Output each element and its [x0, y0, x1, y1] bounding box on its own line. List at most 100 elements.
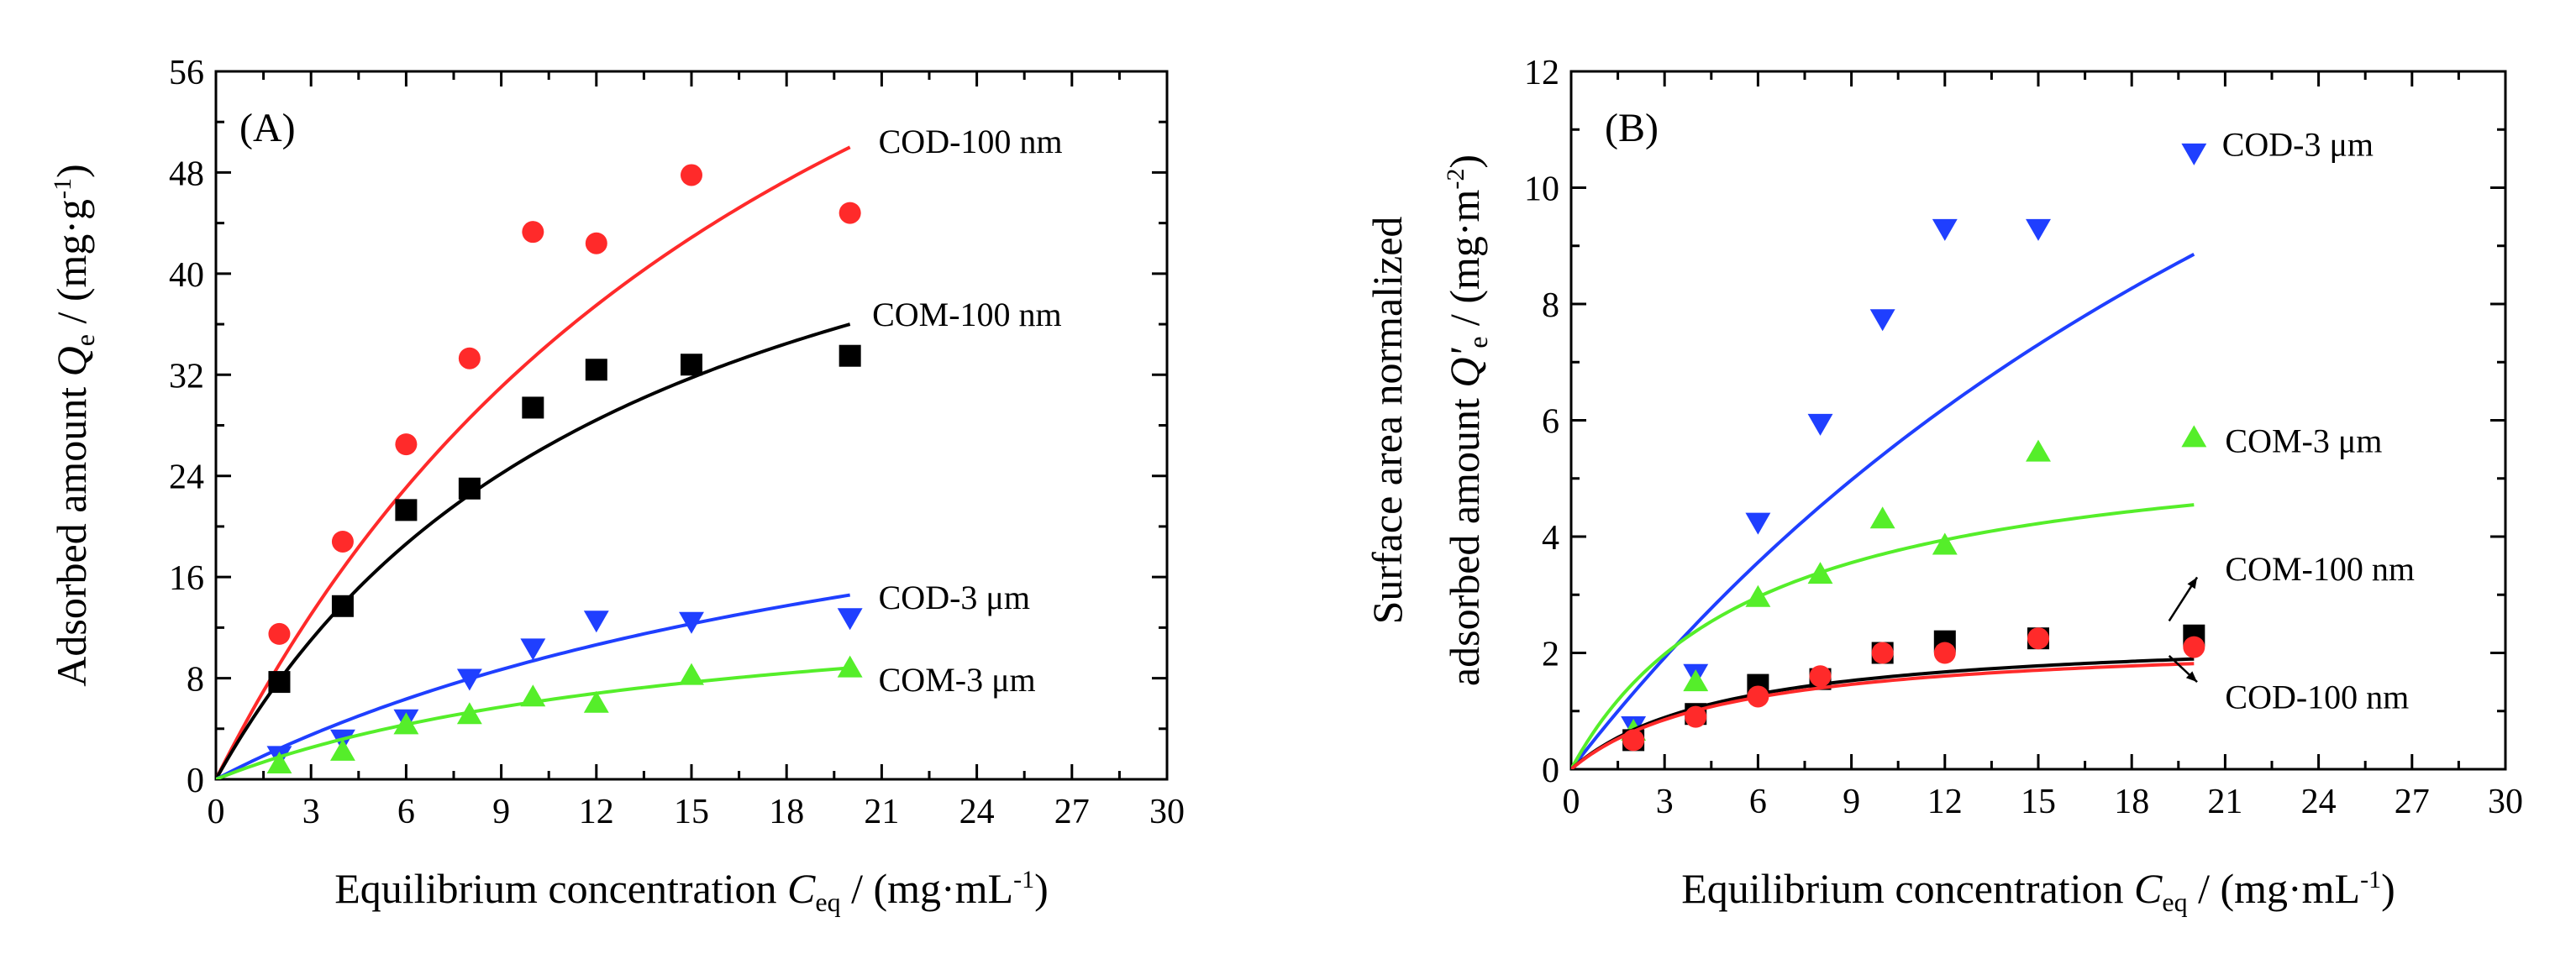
panel-a-x-tick-label: 24 [959, 793, 995, 831]
panel-b-x-tick-label: 9 [1843, 783, 1860, 821]
panel-a-x-tick-label: 21 [864, 793, 899, 831]
panel-a-point-com-3-um [520, 684, 546, 707]
panel-a-point-com-100-nm [585, 359, 607, 381]
panel-a-point-com-3-um [837, 655, 863, 678]
panel-a-point-cod-100-nm [839, 202, 861, 224]
panel-b-pointer-arrow [2168, 655, 2198, 684]
panel-a-point-com-3-um [393, 712, 419, 735]
panel-b-point-com-3-um [1807, 562, 1833, 584]
panel-b-point-com-3-um [1869, 506, 1895, 529]
panel-b-x-tick-label: 27 [2395, 783, 2430, 821]
panel-b-chart: 0 3 6 9 12 15 18 21 24 27 30024681012(B)Equilibriu… [1364, 54, 2523, 917]
panel-a-point-cod-100-nm [522, 221, 544, 244]
panel-b-fit-curve-cod-100-nm [1571, 662, 2195, 769]
panel-b-x-tick-label: 12 [1927, 783, 1963, 821]
panel-a-y-tick-label: 56 [169, 54, 204, 92]
panel-b-label: (B) [1605, 106, 1659, 150]
panel-b-x-tick-label: 30 [2488, 783, 2523, 821]
panel-b-point-com-3-um [1683, 669, 1709, 692]
panel-a-y-tick-label: 8 [187, 661, 204, 700]
panel-b-y-tick-label: 8 [1542, 286, 1559, 325]
panel-a-x-tick-label: 9 [492, 793, 510, 831]
panel-a-series-cod-100-nm [216, 145, 861, 779]
panel-a-y-tick-label: 40 [169, 256, 204, 295]
panel-b-point-cod-100-nm [1747, 685, 1769, 708]
panel-a-point-com-3-um [329, 738, 355, 761]
panel-b-y-tick-label: 2 [1542, 636, 1559, 674]
panel-b-y-tick-label: 0 [1542, 752, 1559, 790]
panel-b-point-com-3-um [1932, 532, 1958, 555]
panel-b-x-tick-label: 6 [1749, 783, 1767, 821]
panel-b-y-tick-label: 6 [1542, 403, 1559, 442]
panel-a-point-com-100-nm [458, 477, 481, 500]
panel-b-point-cod-100-nm [1809, 665, 1832, 688]
panel-a-y-axis-label: Adsorbed amount Qe / (mg·g-1) [48, 164, 100, 686]
panel-a-series-com-100-nm [216, 322, 861, 779]
panel-b-point-cod-100-nm [2027, 627, 2049, 650]
panel-a-point-cod-100-nm [331, 530, 354, 553]
panel-b-point-cod-3-um [1932, 218, 1958, 241]
panel-a-point-cod-100-nm [681, 164, 702, 186]
panel-a-series-cod-3-um [216, 593, 863, 779]
panel-a-point-cod-3-um [520, 638, 546, 661]
panel-b-point-cod-3-um [1869, 309, 1895, 332]
panel-b-x-tick-label: 3 [1656, 783, 1674, 821]
panel-a-point-cod-100-nm [395, 433, 418, 456]
panel-a-point-cod-3-um [679, 611, 704, 634]
panel-a-annotation-com-100-nm: COM-100 nm [872, 296, 1062, 333]
panel-b-series-com-3-um [1571, 425, 2207, 769]
panel-a-annotation-cod-3-um: COD-3 μm [879, 579, 1030, 616]
panel-b-point-com-3-um [1745, 584, 1771, 607]
panel-b-y-tick-label: 12 [1524, 54, 1559, 92]
panel-b-y-axis-label-line1: Surface area normalized [1364, 217, 1411, 625]
panel-b-y-tick-label: 4 [1542, 519, 1559, 558]
panel-a-x-tick-label: 27 [1054, 793, 1090, 831]
panel-a-point-com-3-um [679, 663, 704, 685]
panel-b-x-tick-label: 18 [2114, 783, 2149, 821]
panel-a-x-tick-label: 3 [302, 793, 320, 831]
panel-a-point-cod-3-um [837, 608, 863, 631]
panel-a-fit-curve-cod-3-um [216, 593, 850, 779]
panel-b-pointer-arrow [2168, 576, 2199, 622]
panel-b-point-cod-3-um [2181, 143, 2207, 165]
panel-b-point-cod-100-nm [1871, 642, 1894, 664]
panel-a-fit-curve-cod-100-nm [216, 145, 851, 779]
panel-b-series-cod-100-nm [1571, 627, 2205, 769]
panel-b-annotation-com-3-um: COM-3 μm [2225, 422, 2382, 460]
panel-b-fit-curve-com-3-um [1571, 503, 2195, 769]
panel-a-point-cod-100-nm [585, 232, 607, 254]
panel-a-point-cod-3-um [456, 668, 482, 691]
panel-a-point-com-100-nm [395, 499, 418, 521]
panel-a-x-tick-label: 15 [674, 793, 709, 831]
panel-b-point-cod-100-nm [1622, 729, 1645, 752]
panel-b-point-cod-3-um [1745, 512, 1771, 535]
panel-b-annotation-com-100-nm: COM-100 nm [2225, 550, 2415, 588]
panel-a-x-axis-label: Equilibrium concentration Ceq / (mg·mL-1… [334, 865, 1049, 917]
panel-b-x-tick-label: 24 [2301, 783, 2337, 821]
panel-a-point-com-100-nm [268, 671, 291, 694]
panel-b-annotation-cod-100-nm: COD-100 nm [2225, 678, 2409, 715]
panel-b-point-com-3-um [2181, 425, 2207, 448]
panel-b-x-tick-label: 15 [2021, 783, 2056, 821]
panel-a-point-cod-3-um [583, 611, 609, 633]
panel-a-annotation-com-3-um: COM-3 μm [879, 661, 1036, 699]
panel-a-x-tick-label: 6 [397, 793, 415, 831]
panel-a-chart: 0 3 6 9 12 15 18 21 24 27 30 0 8 16 24 32 40 48 56 (A) Equil… [48, 54, 1185, 917]
panel-a-point-com-3-um [456, 702, 482, 725]
panel-b-point-cod-100-nm [1933, 642, 1956, 664]
panel-a-point-com-3-um [583, 690, 609, 713]
panel-a-point-com-100-nm [522, 396, 544, 419]
panel-a-y-tick-label: 24 [169, 459, 204, 497]
panel-b-point-com-3-um [2026, 439, 2051, 462]
panel-b-point-cod-100-nm [2183, 636, 2205, 658]
panel-a-fit-curve-com-100-nm [216, 322, 851, 779]
panel-b-x-axis-label: Equilibrium concentration Ceq / (mg·mL-1… [1681, 865, 2395, 917]
panel-a-y-tick-label: 16 [169, 559, 204, 598]
panel-a-point-com-3-um [266, 751, 292, 773]
panel-a-y-tick-label: 0 [187, 762, 204, 800]
panel-b-point-cod-3-um [1807, 413, 1833, 436]
panel-b-y-tick-label: 10 [1524, 170, 1559, 209]
panel-b-point-cod-100-nm [1685, 705, 1707, 728]
panel-b-x-tick-label: 0 [1563, 783, 1580, 821]
